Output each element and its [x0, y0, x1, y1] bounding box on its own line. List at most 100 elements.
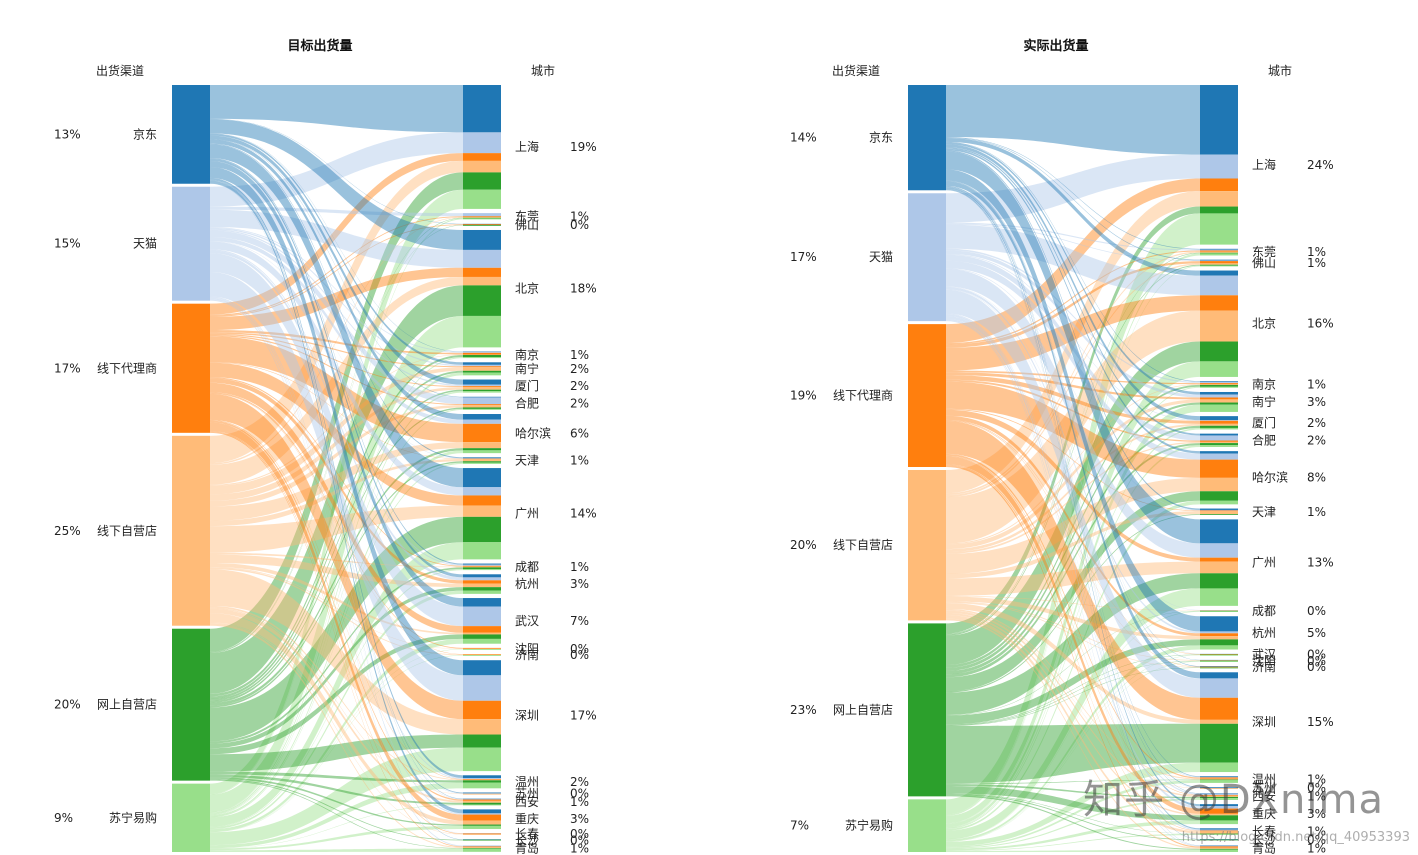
flow-link	[210, 587, 463, 749]
flow-link	[210, 391, 463, 815]
flow-link	[946, 223, 1200, 262]
target-name: 佛山	[1252, 256, 1276, 270]
flow-link	[210, 422, 463, 821]
flow-link	[946, 445, 1200, 829]
flow-link	[946, 253, 1200, 421]
flow-link	[946, 794, 1200, 841]
flow-link	[946, 793, 1200, 834]
target-node-segment	[1200, 420, 1238, 424]
flow-link	[210, 431, 463, 848]
flow-link	[946, 178, 1200, 343]
flow-link	[946, 762, 1200, 847]
flow-link	[946, 386, 1200, 824]
flow-link	[946, 248, 1200, 384]
target-node-segment	[1200, 830, 1238, 832]
flow-link	[946, 265, 1200, 816]
target-node-segment	[463, 583, 501, 588]
target-node-segment	[1200, 636, 1238, 640]
flow-link	[946, 465, 1200, 848]
target-name: 青岛	[515, 841, 539, 855]
flow-link	[210, 419, 463, 780]
target-node-segment	[463, 386, 501, 387]
target-pct: 1%	[570, 560, 589, 574]
flow-link	[210, 393, 463, 720]
target-node-segment	[463, 647, 501, 649]
target-node-segment	[463, 779, 501, 780]
target-name: 济南	[515, 647, 539, 662]
target-node-segment	[463, 224, 501, 226]
target-node-segment	[1200, 849, 1238, 852]
target-node-segment	[463, 423, 501, 443]
target-pct: 1%	[1307, 256, 1326, 270]
flow-link	[946, 611, 1200, 840]
target-node-segment	[1200, 776, 1238, 778]
flow-link	[946, 250, 1200, 345]
flow-link	[210, 296, 463, 780]
target-node-segment	[463, 461, 501, 463]
flow-link	[210, 367, 463, 495]
flow-link	[210, 133, 463, 352]
flow-link	[946, 420, 1200, 668]
target-node-segment	[1200, 519, 1238, 544]
target-node-segment	[463, 407, 501, 409]
target-node-segment	[463, 775, 501, 778]
target-node-segment	[463, 505, 501, 517]
target-name: 长沙	[515, 833, 539, 847]
flow-link	[946, 404, 1200, 828]
flow-link	[210, 567, 463, 656]
target-node-segment	[463, 655, 501, 656]
target-pct: 0%	[1307, 604, 1326, 618]
target-pct: 1%	[1307, 505, 1326, 519]
flow-link	[210, 569, 463, 828]
target-node-segment	[1200, 820, 1238, 825]
flow-link	[946, 222, 1200, 251]
target-node-segment	[463, 587, 501, 591]
flow-link	[946, 612, 1200, 816]
flow-link	[946, 316, 1200, 809]
flow-links	[946, 85, 1200, 852]
flow-link	[946, 263, 1200, 498]
target-node-segment	[1200, 653, 1238, 655]
flow-link	[210, 209, 463, 268]
flow-link	[210, 334, 463, 406]
target-name: 武汉	[515, 614, 539, 628]
flow-link	[946, 618, 1200, 849]
flow-link	[210, 608, 463, 803]
target-node-segment	[1200, 500, 1238, 505]
target-node-segment	[463, 845, 501, 847]
target-name: 广州	[515, 507, 539, 521]
flow-link	[946, 602, 1200, 724]
target-node-segment	[463, 267, 501, 277]
flow-link	[210, 224, 463, 653]
flow-link	[946, 148, 1200, 454]
target-name: 沈阳	[1252, 653, 1276, 668]
target-node-segment	[1200, 265, 1238, 267]
target-pct: 2%	[570, 379, 589, 393]
target-node-segment	[463, 848, 501, 849]
target-pct: 0%	[1307, 660, 1326, 674]
flow-link	[210, 180, 463, 814]
target-node-segment	[1200, 206, 1238, 214]
flow-link	[210, 329, 463, 355]
target-node-segment	[463, 405, 501, 408]
target-node-segment	[463, 809, 501, 814]
source-name: 苏宁易购	[109, 810, 157, 825]
flow-link	[946, 464, 1200, 832]
flow-link	[946, 142, 1200, 395]
target-node-segment	[463, 450, 501, 454]
target-name: 上海	[1252, 157, 1276, 172]
flow-link	[946, 147, 1200, 436]
flow-link	[210, 462, 463, 818]
target-node-segment	[1200, 845, 1238, 847]
flow-link	[210, 542, 463, 827]
flow-link	[210, 354, 463, 697]
source-pct: 23%	[790, 703, 817, 717]
flow-link	[210, 217, 463, 465]
target-node-segment	[463, 153, 501, 161]
target-name: 南京	[515, 347, 539, 362]
target-node-segment	[463, 462, 501, 464]
target-node-segment	[1200, 384, 1238, 386]
target-node-segment	[463, 189, 501, 209]
target-node-segment	[1200, 425, 1238, 428]
target-name: 西安	[1252, 789, 1276, 804]
